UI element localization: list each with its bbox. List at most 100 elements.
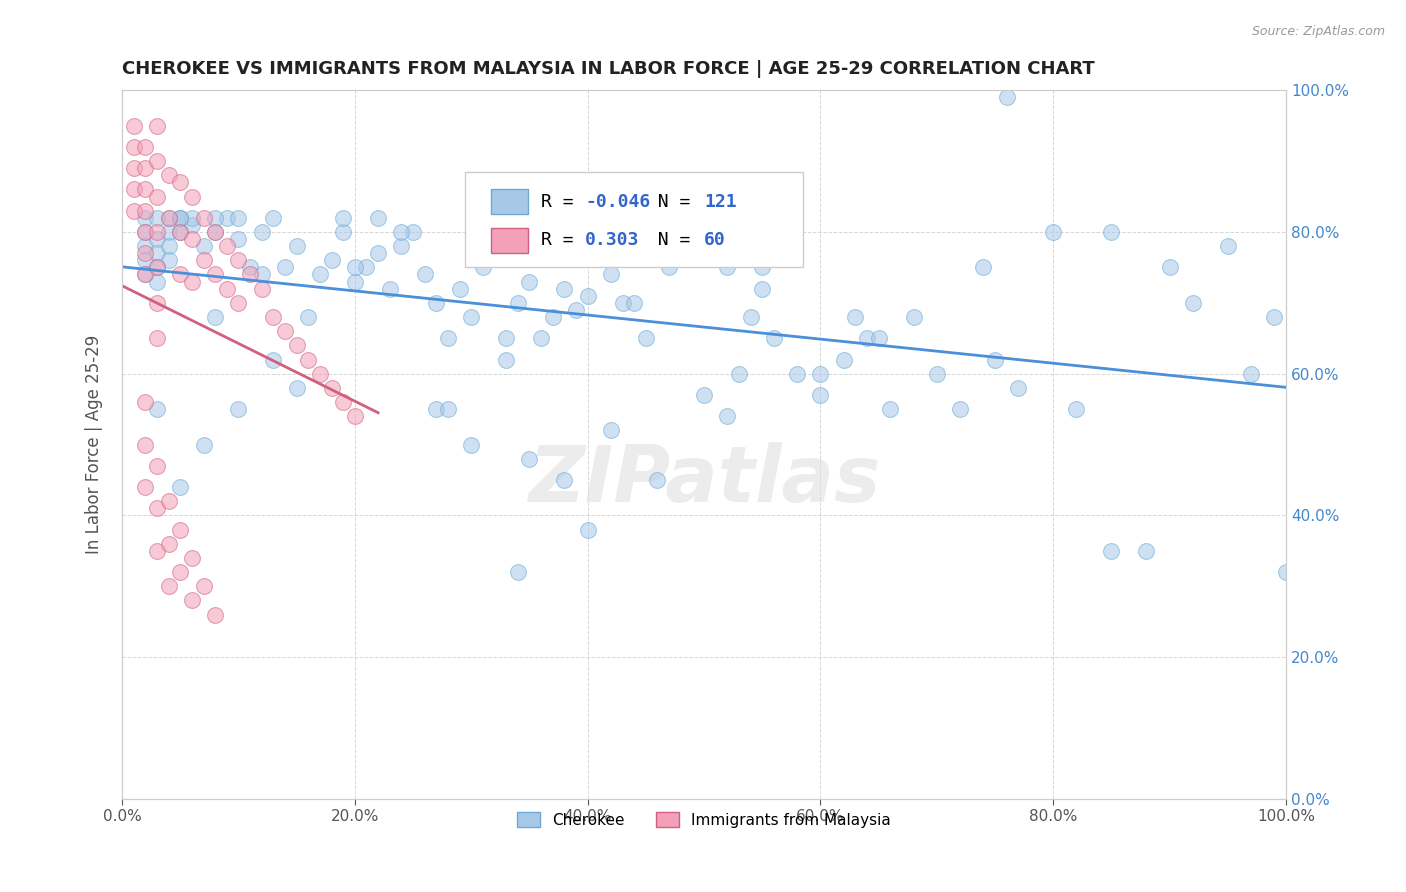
Point [343,409,366,424]
Text: R =: R = [541,193,585,211]
Point [193,437,215,451]
Point [157,239,180,253]
Point [1135,544,1157,558]
Text: N =: N = [637,232,702,250]
Text: Source: ZipAtlas.com: Source: ZipAtlas.com [1251,25,1385,38]
Point [134,161,156,176]
Point [506,565,529,579]
Point [169,225,191,239]
Point [519,451,541,466]
Text: CHEROKEE VS IMMIGRANTS FROM MALAYSIA IN LABOR FORCE | AGE 25-29 CORRELATION CHAR: CHEROKEE VS IMMIGRANTS FROM MALAYSIA IN … [122,60,1095,78]
Point [297,352,319,367]
Point [309,268,332,282]
Text: 60: 60 [704,232,725,250]
Point [367,211,389,225]
Point [122,161,145,176]
Point [204,310,226,324]
Point [134,437,156,451]
Point [250,225,273,239]
Bar [491,189,529,214]
Point [134,182,156,196]
Point [285,381,308,395]
Point [239,268,262,282]
Point [658,260,681,275]
Point [844,310,866,324]
Point [215,282,238,296]
Point [1216,239,1239,253]
Point [553,473,575,487]
Point [716,260,738,275]
Point [193,253,215,268]
Point [762,331,785,345]
Point [274,324,297,338]
Point [565,302,588,317]
Point [343,260,366,275]
Point [204,268,226,282]
Point [389,225,412,239]
Point [1275,565,1298,579]
Point [146,544,169,558]
Point [169,225,191,239]
Point [449,282,471,296]
Point [122,119,145,133]
Point [122,203,145,218]
Point [1042,225,1064,239]
Point [169,175,191,189]
Point [669,239,692,253]
Point [704,225,727,239]
Point [1099,225,1122,239]
Point [623,296,645,310]
Point [576,289,599,303]
Point [925,367,948,381]
Point [146,119,169,133]
Point [413,268,436,282]
Point [146,225,169,239]
Point [332,211,354,225]
Point [228,402,250,417]
Point [460,310,482,324]
Point [146,232,169,246]
Point [146,260,169,275]
Point [576,523,599,537]
Point [239,260,262,275]
Point [169,211,191,225]
Point [204,225,226,239]
Point [1159,260,1181,275]
Point [122,140,145,154]
Point [134,211,156,225]
Point [693,388,716,402]
Point [262,352,284,367]
Point [146,296,169,310]
Point [193,579,215,593]
FancyBboxPatch shape [465,172,803,268]
Point [146,154,169,169]
Point [972,260,994,275]
Point [1240,367,1263,381]
Point [471,260,494,275]
Text: R =: R = [541,232,585,250]
Point [949,402,972,417]
Point [530,331,553,345]
Point [879,402,901,417]
Point [169,211,191,225]
Point [751,282,773,296]
Point [297,310,319,324]
Point [716,409,738,424]
Point [146,458,169,473]
Point [228,211,250,225]
Point [274,260,297,275]
Point [122,182,145,196]
Point [1066,402,1088,417]
Point [204,225,226,239]
Point [157,211,180,225]
Point [134,203,156,218]
Point [169,523,191,537]
Point [157,169,180,183]
Point [134,268,156,282]
Point [180,189,202,203]
Point [180,218,202,232]
Point [146,211,169,225]
Point [1263,310,1285,324]
Point [157,537,180,551]
Point [134,239,156,253]
